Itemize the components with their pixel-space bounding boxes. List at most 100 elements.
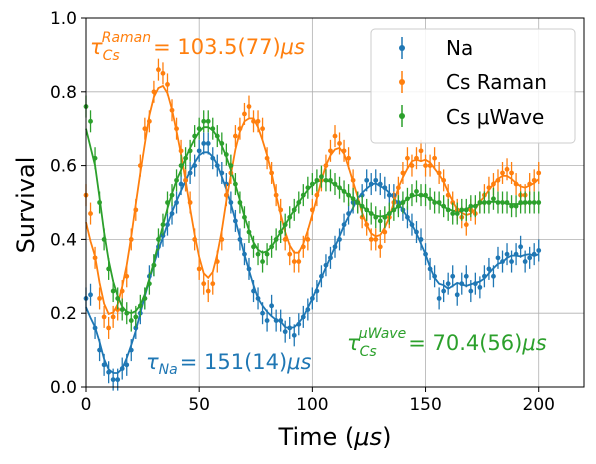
data-point bbox=[341, 222, 347, 228]
data-point bbox=[97, 296, 102, 301]
data-point bbox=[119, 288, 125, 294]
data-point bbox=[165, 222, 170, 228]
data-point bbox=[178, 181, 184, 187]
data-point bbox=[328, 177, 333, 183]
data-point bbox=[423, 251, 428, 257]
data-point bbox=[531, 200, 537, 205]
data-point bbox=[414, 155, 419, 161]
data-point bbox=[291, 332, 297, 338]
data-point bbox=[165, 82, 170, 87]
data-point bbox=[450, 211, 456, 216]
data-point bbox=[423, 192, 428, 198]
data-point bbox=[500, 259, 505, 264]
data-point bbox=[246, 229, 252, 235]
data-point bbox=[223, 192, 229, 198]
data-point bbox=[436, 170, 442, 176]
data-point bbox=[495, 255, 501, 261]
data-point bbox=[287, 214, 293, 220]
data-point bbox=[509, 170, 514, 176]
data-point bbox=[409, 163, 415, 169]
data-point bbox=[364, 177, 370, 183]
data-point bbox=[359, 192, 365, 198]
data-point bbox=[509, 259, 514, 264]
data-point bbox=[323, 177, 329, 183]
data-point bbox=[436, 200, 442, 205]
data-point bbox=[269, 170, 275, 176]
data-point bbox=[522, 200, 528, 205]
legend: Na Cs Raman Cs μWave bbox=[370, 28, 576, 144]
data-point bbox=[441, 203, 447, 209]
data-point bbox=[282, 237, 288, 242]
data-point bbox=[142, 126, 148, 132]
data-point bbox=[269, 244, 275, 250]
data-point bbox=[486, 185, 492, 191]
data-point bbox=[305, 237, 311, 242]
data-point bbox=[314, 288, 320, 294]
data-point bbox=[192, 237, 198, 242]
data-point bbox=[500, 200, 505, 205]
data-point bbox=[174, 200, 179, 205]
data-point bbox=[472, 281, 478, 287]
data-point bbox=[187, 200, 193, 205]
data-point bbox=[183, 155, 189, 161]
data-point bbox=[296, 200, 302, 205]
data-point bbox=[491, 273, 496, 279]
data-point bbox=[414, 229, 419, 235]
data-point bbox=[332, 244, 338, 250]
data-point bbox=[115, 377, 121, 383]
data-point bbox=[124, 273, 130, 279]
data-point bbox=[119, 307, 125, 312]
data-point bbox=[395, 203, 401, 209]
data-point bbox=[264, 251, 270, 257]
x-tick-label: 100 bbox=[296, 395, 328, 415]
legend-label-cs-uwave: Cs μWave bbox=[446, 105, 544, 129]
data-point bbox=[110, 288, 116, 294]
data-point bbox=[128, 318, 134, 323]
data-point bbox=[341, 148, 347, 154]
data-point bbox=[178, 148, 184, 154]
data-point bbox=[214, 163, 220, 169]
y-tick-label: 0.4 bbox=[50, 230, 77, 250]
data-point bbox=[97, 200, 102, 205]
data-point bbox=[364, 222, 370, 228]
data-point bbox=[251, 118, 256, 124]
data-point bbox=[477, 200, 483, 205]
data-point bbox=[319, 273, 324, 279]
data-point bbox=[468, 288, 474, 294]
data-point bbox=[273, 237, 279, 242]
data-point bbox=[219, 141, 225, 146]
data-point bbox=[237, 237, 243, 242]
legend-entry-cs-raman: Cs Raman bbox=[399, 70, 547, 94]
data-point bbox=[219, 170, 225, 176]
data-point bbox=[242, 111, 247, 117]
annotation-na: τNa= 151(14)μs bbox=[146, 350, 312, 378]
data-point bbox=[332, 133, 338, 139]
data-point bbox=[119, 366, 125, 371]
x-tick-label: 0 bbox=[81, 395, 92, 415]
data-point bbox=[146, 281, 152, 287]
data-point bbox=[495, 200, 501, 205]
data-point bbox=[432, 273, 437, 279]
data-point bbox=[174, 126, 179, 132]
data-point bbox=[187, 148, 193, 154]
data-point bbox=[183, 177, 189, 183]
data-point bbox=[210, 126, 216, 132]
data-point bbox=[187, 170, 193, 176]
data-point bbox=[346, 155, 351, 161]
data-point bbox=[214, 259, 220, 264]
data-point bbox=[373, 177, 379, 183]
plot-frame bbox=[85, 17, 585, 388]
data-point bbox=[377, 218, 383, 224]
data-point bbox=[137, 303, 143, 309]
data-point bbox=[205, 288, 211, 294]
data-point bbox=[441, 288, 447, 294]
data-point bbox=[92, 325, 98, 331]
data-point bbox=[115, 307, 121, 312]
data-point bbox=[382, 229, 388, 235]
data-point bbox=[156, 237, 161, 242]
data-point bbox=[255, 251, 261, 257]
data-point bbox=[513, 203, 519, 209]
data-point bbox=[382, 214, 388, 220]
data-point bbox=[124, 362, 130, 368]
